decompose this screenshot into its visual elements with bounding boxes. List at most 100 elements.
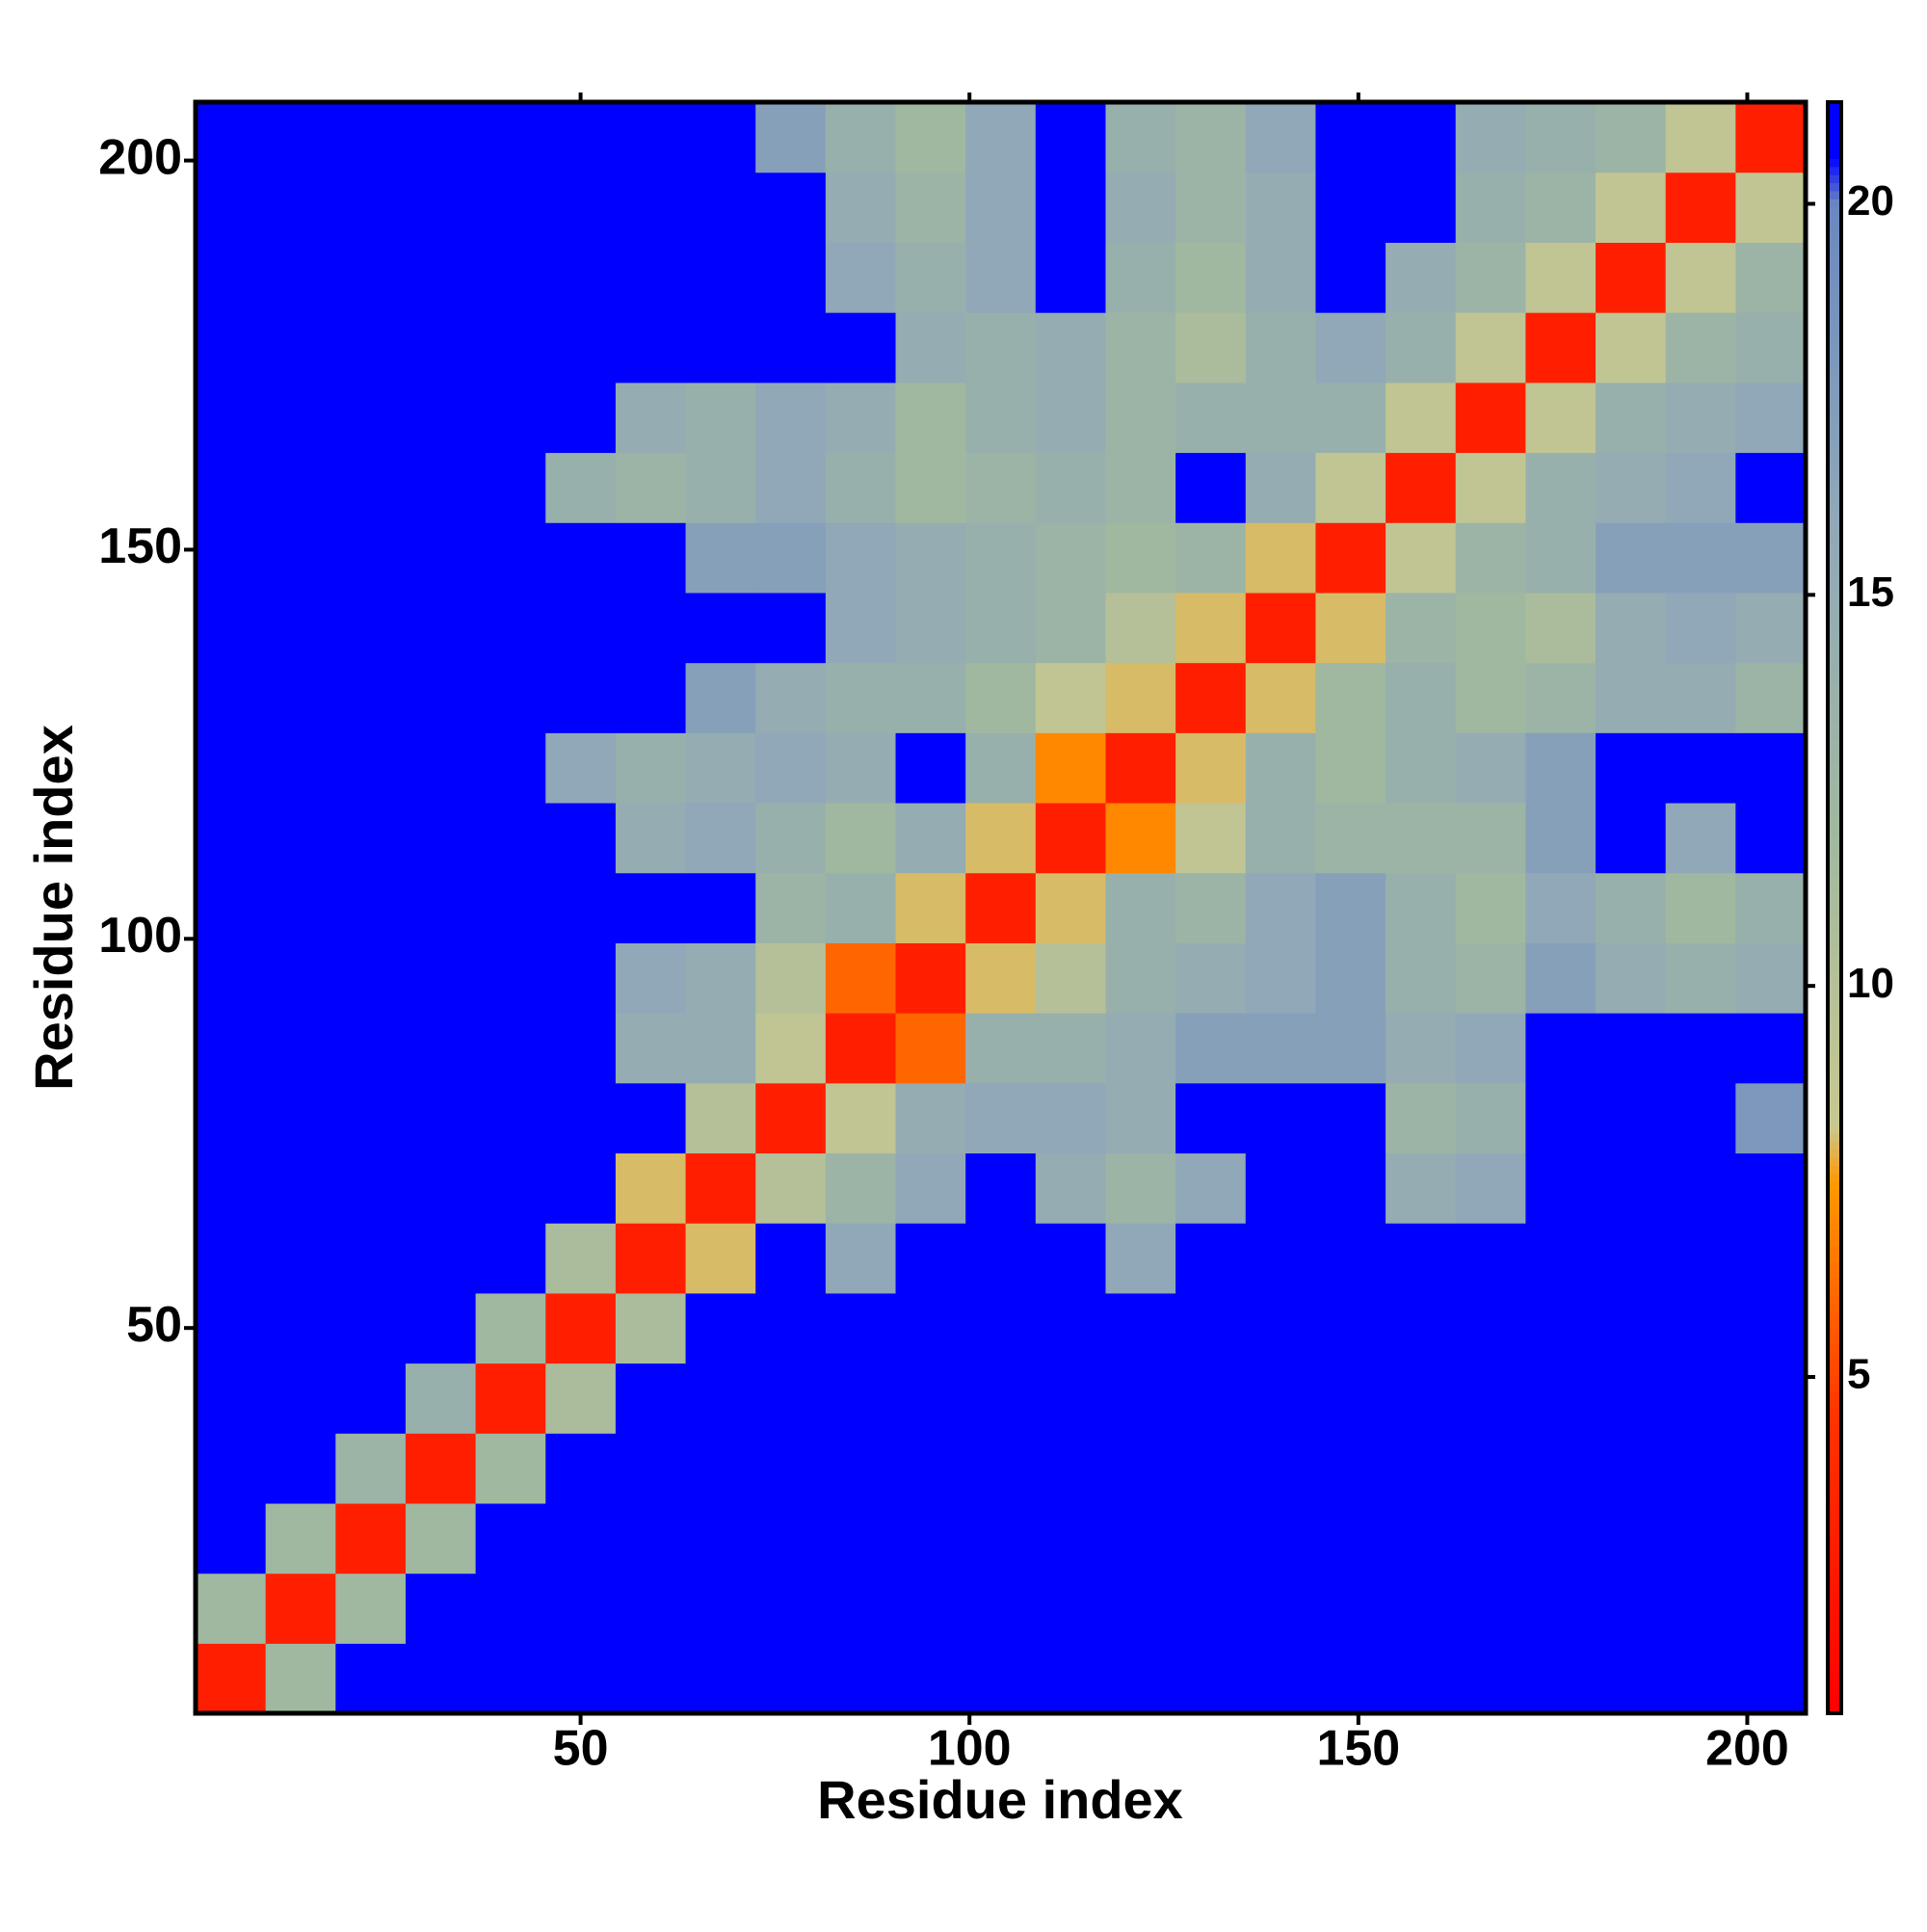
heatmap-cell [685, 872, 756, 943]
heatmap-cell [335, 102, 407, 173]
heatmap-cell [545, 1363, 617, 1434]
heatmap-cell [1315, 102, 1386, 173]
heatmap-cell [1105, 312, 1176, 384]
colorbar-segment [1828, 1326, 1841, 1336]
heatmap-cell [1105, 1573, 1176, 1644]
heatmap-cell [755, 242, 827, 313]
heatmap-cell [685, 1152, 756, 1224]
colorbar-segment [1828, 1181, 1841, 1191]
heatmap-cell [755, 942, 827, 1014]
heatmap-cell [1665, 1082, 1736, 1154]
colorbar-segment [1828, 1109, 1841, 1118]
heatmap-cell [196, 522, 267, 594]
heatmap-cell [615, 172, 687, 243]
heatmap-cell [335, 1573, 407, 1644]
colorbar-segment [1828, 311, 1841, 321]
heatmap-cell [825, 102, 897, 173]
heatmap-cell [545, 102, 617, 173]
colorbar-segment [1828, 1141, 1841, 1151]
heatmap-cell [1035, 242, 1107, 313]
heatmap-cell [825, 872, 897, 943]
heatmap-cell [1735, 522, 1807, 594]
heatmap-cell [1665, 1363, 1736, 1434]
heatmap-cell [895, 592, 966, 664]
heatmap-cell [1455, 452, 1526, 523]
heatmap-cell [1245, 802, 1317, 874]
heatmap-cell [1735, 1082, 1807, 1154]
colorbar-segment [1828, 1656, 1841, 1666]
heatmap-cell [615, 1152, 687, 1224]
heatmap-cell [1665, 312, 1736, 384]
heatmap-cell [475, 312, 546, 384]
heatmap-cell [965, 662, 1037, 733]
heatmap-cell [1525, 1643, 1597, 1714]
colorbar-segment [1828, 166, 1841, 175]
heatmap-cell [545, 1223, 617, 1294]
heatmap-cell [405, 942, 477, 1014]
colorbar-segment [1828, 1439, 1841, 1448]
heatmap-cell [196, 1433, 267, 1504]
heatmap-cell [1245, 382, 1317, 454]
heatmap-cell [335, 942, 407, 1014]
colorbar-segment [1828, 271, 1841, 280]
heatmap-cell [755, 312, 827, 384]
heatmap-cell [1665, 942, 1736, 1014]
colorbar-segment [1828, 448, 1841, 458]
heatmap-cell [825, 1433, 897, 1504]
heatmap-cell [615, 1082, 687, 1154]
heatmap-cell [615, 242, 687, 313]
colorbar-segment [1828, 1076, 1841, 1086]
colorbar-segment [1828, 1681, 1841, 1690]
heatmap-cell [1596, 872, 1667, 943]
heatmap-cell [1596, 942, 1667, 1014]
heatmap-cell [545, 802, 617, 874]
heatmap-cell [755, 872, 827, 943]
heatmap-cell [1315, 1433, 1386, 1504]
heatmap-cell [1386, 802, 1457, 874]
colorbar-segment [1828, 190, 1841, 199]
heatmap-cell [685, 1573, 756, 1644]
heatmap-cell [1035, 662, 1107, 733]
heatmap-cell [475, 942, 546, 1014]
colorbar-segment [1828, 118, 1841, 127]
heatmap-cell [825, 1502, 897, 1575]
heatmap-cell [755, 1082, 827, 1154]
heatmap-cell [335, 592, 407, 664]
colorbar-segment [1828, 867, 1841, 877]
heatmap-cell [615, 1573, 687, 1644]
heatmap-cell [1596, 802, 1667, 874]
heatmap-cell [1455, 872, 1526, 943]
heatmap-cell [1386, 1292, 1457, 1364]
heatmap-cell [335, 382, 407, 454]
heatmap-cell [545, 1433, 617, 1504]
heatmap-cell [895, 1433, 966, 1504]
heatmap-cell [196, 1013, 267, 1084]
heatmap-cell [1035, 1082, 1107, 1154]
colorbar-segment [1828, 278, 1841, 288]
heatmap-cell [1175, 1433, 1247, 1504]
heatmap-cell [755, 802, 827, 874]
heatmap-cell [475, 872, 546, 943]
heatmap-cell [1525, 1223, 1597, 1294]
colorbar-segment [1828, 472, 1841, 482]
heatmap-cell [685, 662, 756, 733]
heatmap-cell [1596, 242, 1667, 313]
colorbar-segment [1828, 1487, 1841, 1496]
heatmap-cell [545, 382, 617, 454]
heatmap-cell [755, 172, 827, 243]
heatmap-cell [1735, 1573, 1807, 1644]
heatmap-cell [335, 1502, 407, 1575]
heatmap-cell [685, 1082, 756, 1154]
heatmap-cell [1665, 242, 1736, 313]
heatmap-cell [405, 802, 477, 874]
heatmap-cell [1105, 102, 1176, 173]
heatmap-cell [1525, 942, 1597, 1014]
colorbar-segment [1828, 995, 1841, 1005]
heatmap-cell [1665, 1013, 1736, 1084]
heatmap-cell [196, 732, 267, 804]
heatmap-cell [1525, 1013, 1597, 1084]
heatmap-cell [265, 872, 336, 943]
heatmap-cell [1596, 662, 1667, 733]
heatmap-cell [1175, 872, 1247, 943]
colorbar-segment [1828, 666, 1841, 675]
